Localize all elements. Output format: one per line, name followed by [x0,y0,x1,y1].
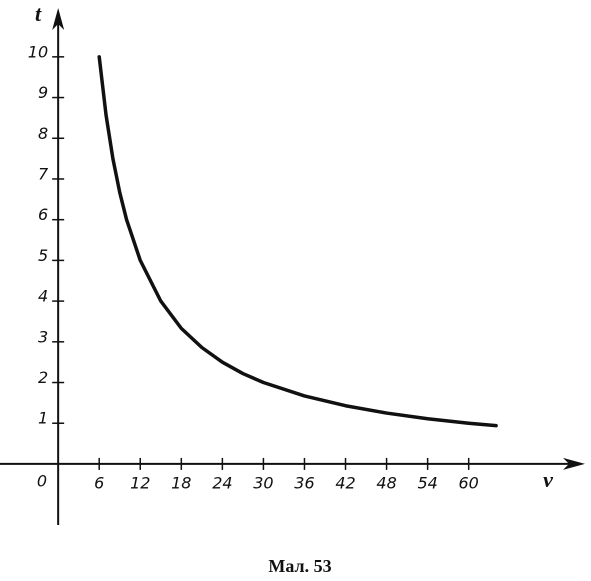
x-tick-label: 30 [253,473,273,492]
x-tick-label: 36 [294,473,314,492]
y-tick-label: 2 [38,368,48,387]
x-tick-label: 54 [417,473,437,492]
y-axis-label: t [35,1,42,26]
y-axis-arrow [52,8,65,30]
y-tick-label: 3 [38,327,48,346]
x-axis-arrow [563,457,585,470]
y-tick-label: 4 [38,287,48,306]
y-tick-label: 1 [38,409,48,428]
y-tick-label: 10 [28,42,48,61]
x-tick-label: 24 [212,473,232,492]
x-tick-label: 60 [459,473,479,492]
x-tick-label: 48 [376,473,396,492]
x-tick-label: 18 [171,473,191,492]
caption: Мал. 53 [268,556,331,576]
x-tick-label: 12 [130,473,150,492]
y-tick-label: 8 [38,124,48,143]
x-axis-label: v [543,467,553,492]
y-tick-label: 6 [38,205,48,224]
y-tick-label: 5 [38,246,48,265]
y-tick-label: 9 [38,83,48,102]
x-tick-label: 6 [94,473,104,492]
x-tick-label: 42 [335,473,355,492]
origin-label: 0 [37,472,47,491]
y-tick-label: 7 [38,164,49,183]
curve [97,55,498,428]
